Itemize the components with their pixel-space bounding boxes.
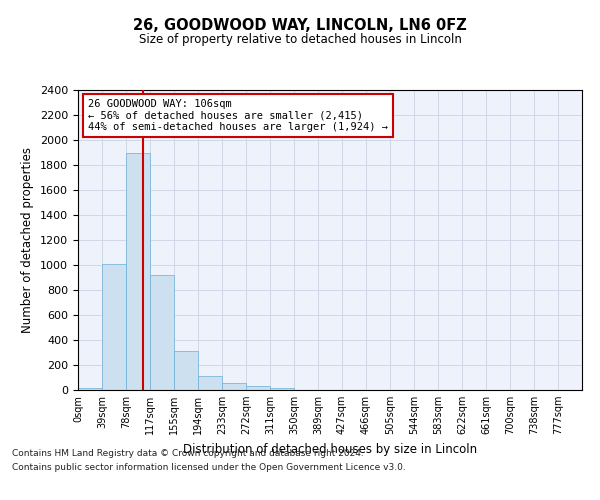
X-axis label: Distribution of detached houses by size in Lincoln: Distribution of detached houses by size … (183, 442, 477, 456)
Bar (246, 386, 270, 390)
Text: Contains HM Land Registry data © Crown copyright and database right 2024.: Contains HM Land Registry data © Crown c… (12, 448, 364, 458)
Bar (78, 388, 102, 390)
Y-axis label: Number of detached properties: Number of detached properties (22, 147, 34, 333)
Text: 26 GOODWOOD WAY: 106sqm
← 56% of detached houses are smaller (2,415)
44% of semi: 26 GOODWOOD WAY: 106sqm ← 56% of detache… (88, 99, 388, 132)
Bar (102, 264, 126, 390)
Bar (222, 383, 246, 390)
Bar (174, 351, 198, 390)
Text: Contains public sector information licensed under the Open Government Licence v3: Contains public sector information licen… (12, 464, 406, 472)
Text: Size of property relative to detached houses in Lincoln: Size of property relative to detached ho… (139, 32, 461, 46)
Text: 26, GOODWOOD WAY, LINCOLN, LN6 0FZ: 26, GOODWOOD WAY, LINCOLN, LN6 0FZ (133, 18, 467, 32)
Bar (150, 275, 174, 390)
Bar (126, 152, 150, 390)
Bar (198, 376, 222, 390)
Bar (270, 388, 294, 390)
